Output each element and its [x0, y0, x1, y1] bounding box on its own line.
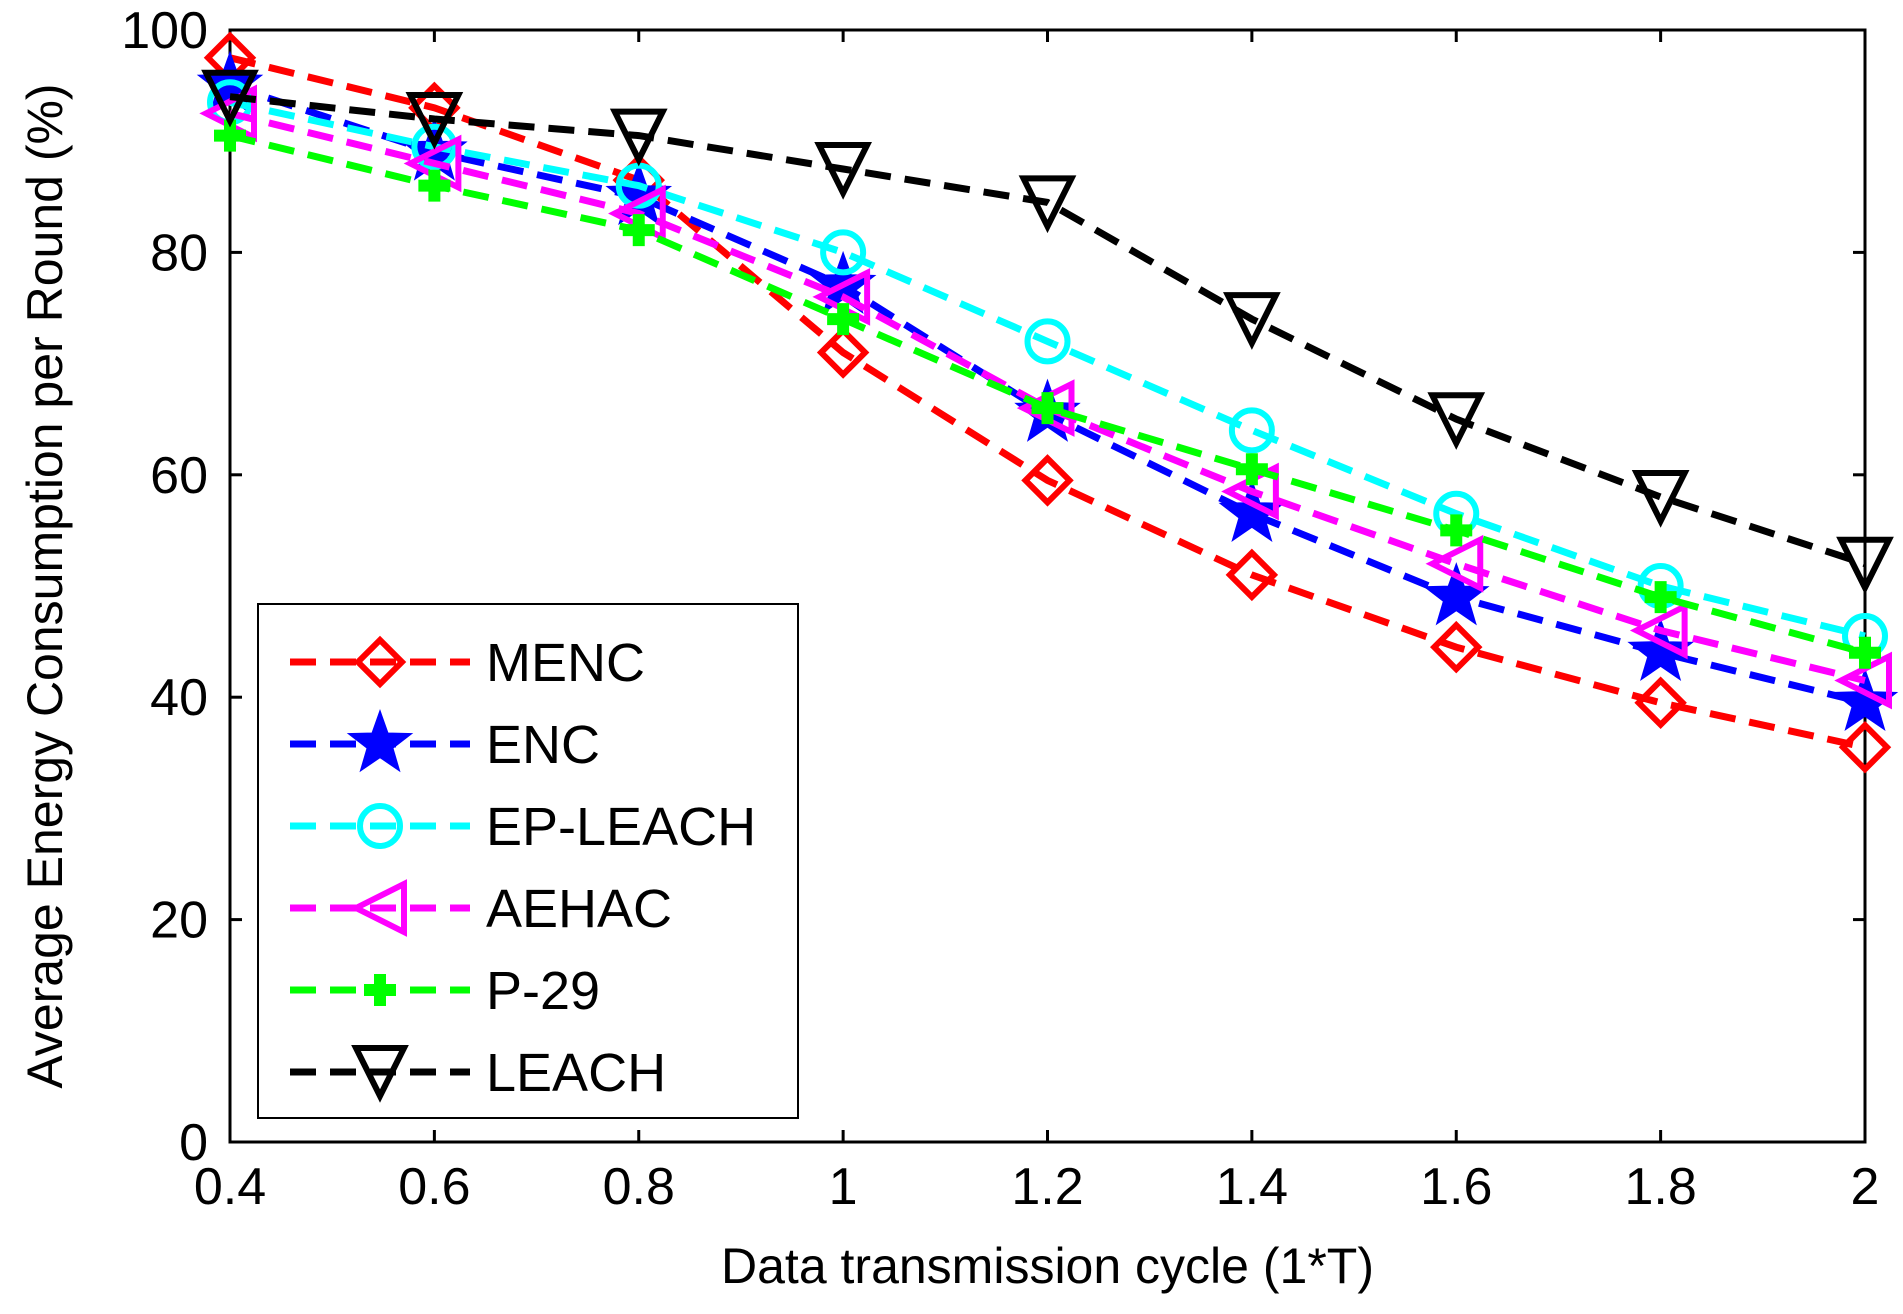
legend-label: MENC [486, 633, 645, 693]
data-point [1223, 292, 1281, 350]
series-line [229, 98, 1866, 640]
data-point [1440, 514, 1473, 547]
data-point [1024, 318, 1071, 365]
x-axis-label: Data transmission cycle (1*T) [721, 1238, 1374, 1294]
series-menc [203, 31, 1892, 774]
data-point [1836, 536, 1894, 595]
data-point [1228, 407, 1275, 454]
data-point [1018, 175, 1077, 234]
data-point [1849, 636, 1881, 669]
x-tick-label: 1.4 [1216, 1158, 1288, 1216]
data-point [1644, 581, 1677, 614]
data-point [1021, 454, 1074, 507]
x-tick-label: 2 [1851, 1158, 1880, 1216]
x-tick-label: 1.6 [1420, 1158, 1492, 1216]
legend-entry: P-29 [290, 961, 600, 1021]
series-line [229, 110, 1866, 684]
data-point [201, 69, 259, 128]
data-point [1235, 453, 1268, 486]
series-p-29 [214, 119, 1881, 669]
data-point [814, 142, 872, 200]
legend-entry: AEHAC [290, 879, 672, 939]
legend-marker [353, 635, 407, 689]
legend-label: AEHAC [486, 879, 672, 939]
legend-marker [364, 974, 396, 1006]
y-tick-label: 0 [179, 1114, 208, 1172]
data-point [1629, 601, 1688, 660]
data-point [820, 229, 867, 276]
y-tick-label: 20 [150, 892, 208, 950]
legend-marker [346, 708, 414, 773]
legend-box [257, 603, 799, 1119]
data-point [827, 303, 860, 336]
data-point [1430, 620, 1483, 674]
x-tick-label: 0.6 [398, 1158, 470, 1216]
x-tick-label: 1 [829, 1158, 858, 1216]
series-line [229, 93, 1867, 568]
legend: MENC ENC EP-LEACH AEHAC P-29 LEACH [257, 603, 799, 1119]
series-layer [196, 31, 1899, 774]
legend-label: P-29 [486, 961, 600, 1021]
data-point [418, 169, 451, 202]
x-tick-label: 1.8 [1624, 1158, 1696, 1216]
legend-label: LEACH [486, 1043, 666, 1103]
data-point [816, 326, 870, 379]
y-tick-label: 80 [150, 224, 208, 282]
data-point [1427, 392, 1486, 450]
data-point [609, 108, 668, 167]
data-point [622, 214, 655, 247]
y-tick-label: 40 [150, 669, 208, 727]
legend-marker [349, 879, 407, 937]
legend-marker [351, 1045, 409, 1103]
data-point [1631, 470, 1690, 528]
x-tick-label: 1.2 [1011, 1158, 1083, 1216]
legend-entry: MENC [290, 633, 645, 693]
legend-entry: ENC [290, 708, 600, 775]
legend-marker [357, 803, 403, 849]
legend-label: ENC [486, 715, 600, 775]
x-tick-label: 0.4 [194, 1158, 266, 1216]
y-tick-label: 100 [121, 2, 208, 60]
data-point [1225, 548, 1279, 602]
data-point [1425, 534, 1484, 593]
x-tick-label: 0.8 [603, 1158, 675, 1216]
data-point [1634, 676, 1687, 730]
data-point [1838, 720, 1892, 774]
series-line [229, 54, 1866, 751]
series-leach [201, 69, 1894, 595]
legend-entry: LEACH [290, 1043, 666, 1103]
data-point [1031, 392, 1064, 425]
legend-entry: EP-LEACH [290, 797, 756, 857]
data-point [405, 91, 464, 150]
y-tick-label: 60 [150, 447, 208, 505]
legend-label: EP-LEACH [486, 797, 756, 857]
y-axis-label: Average Energy Consumption per Round (%) [17, 83, 73, 1088]
